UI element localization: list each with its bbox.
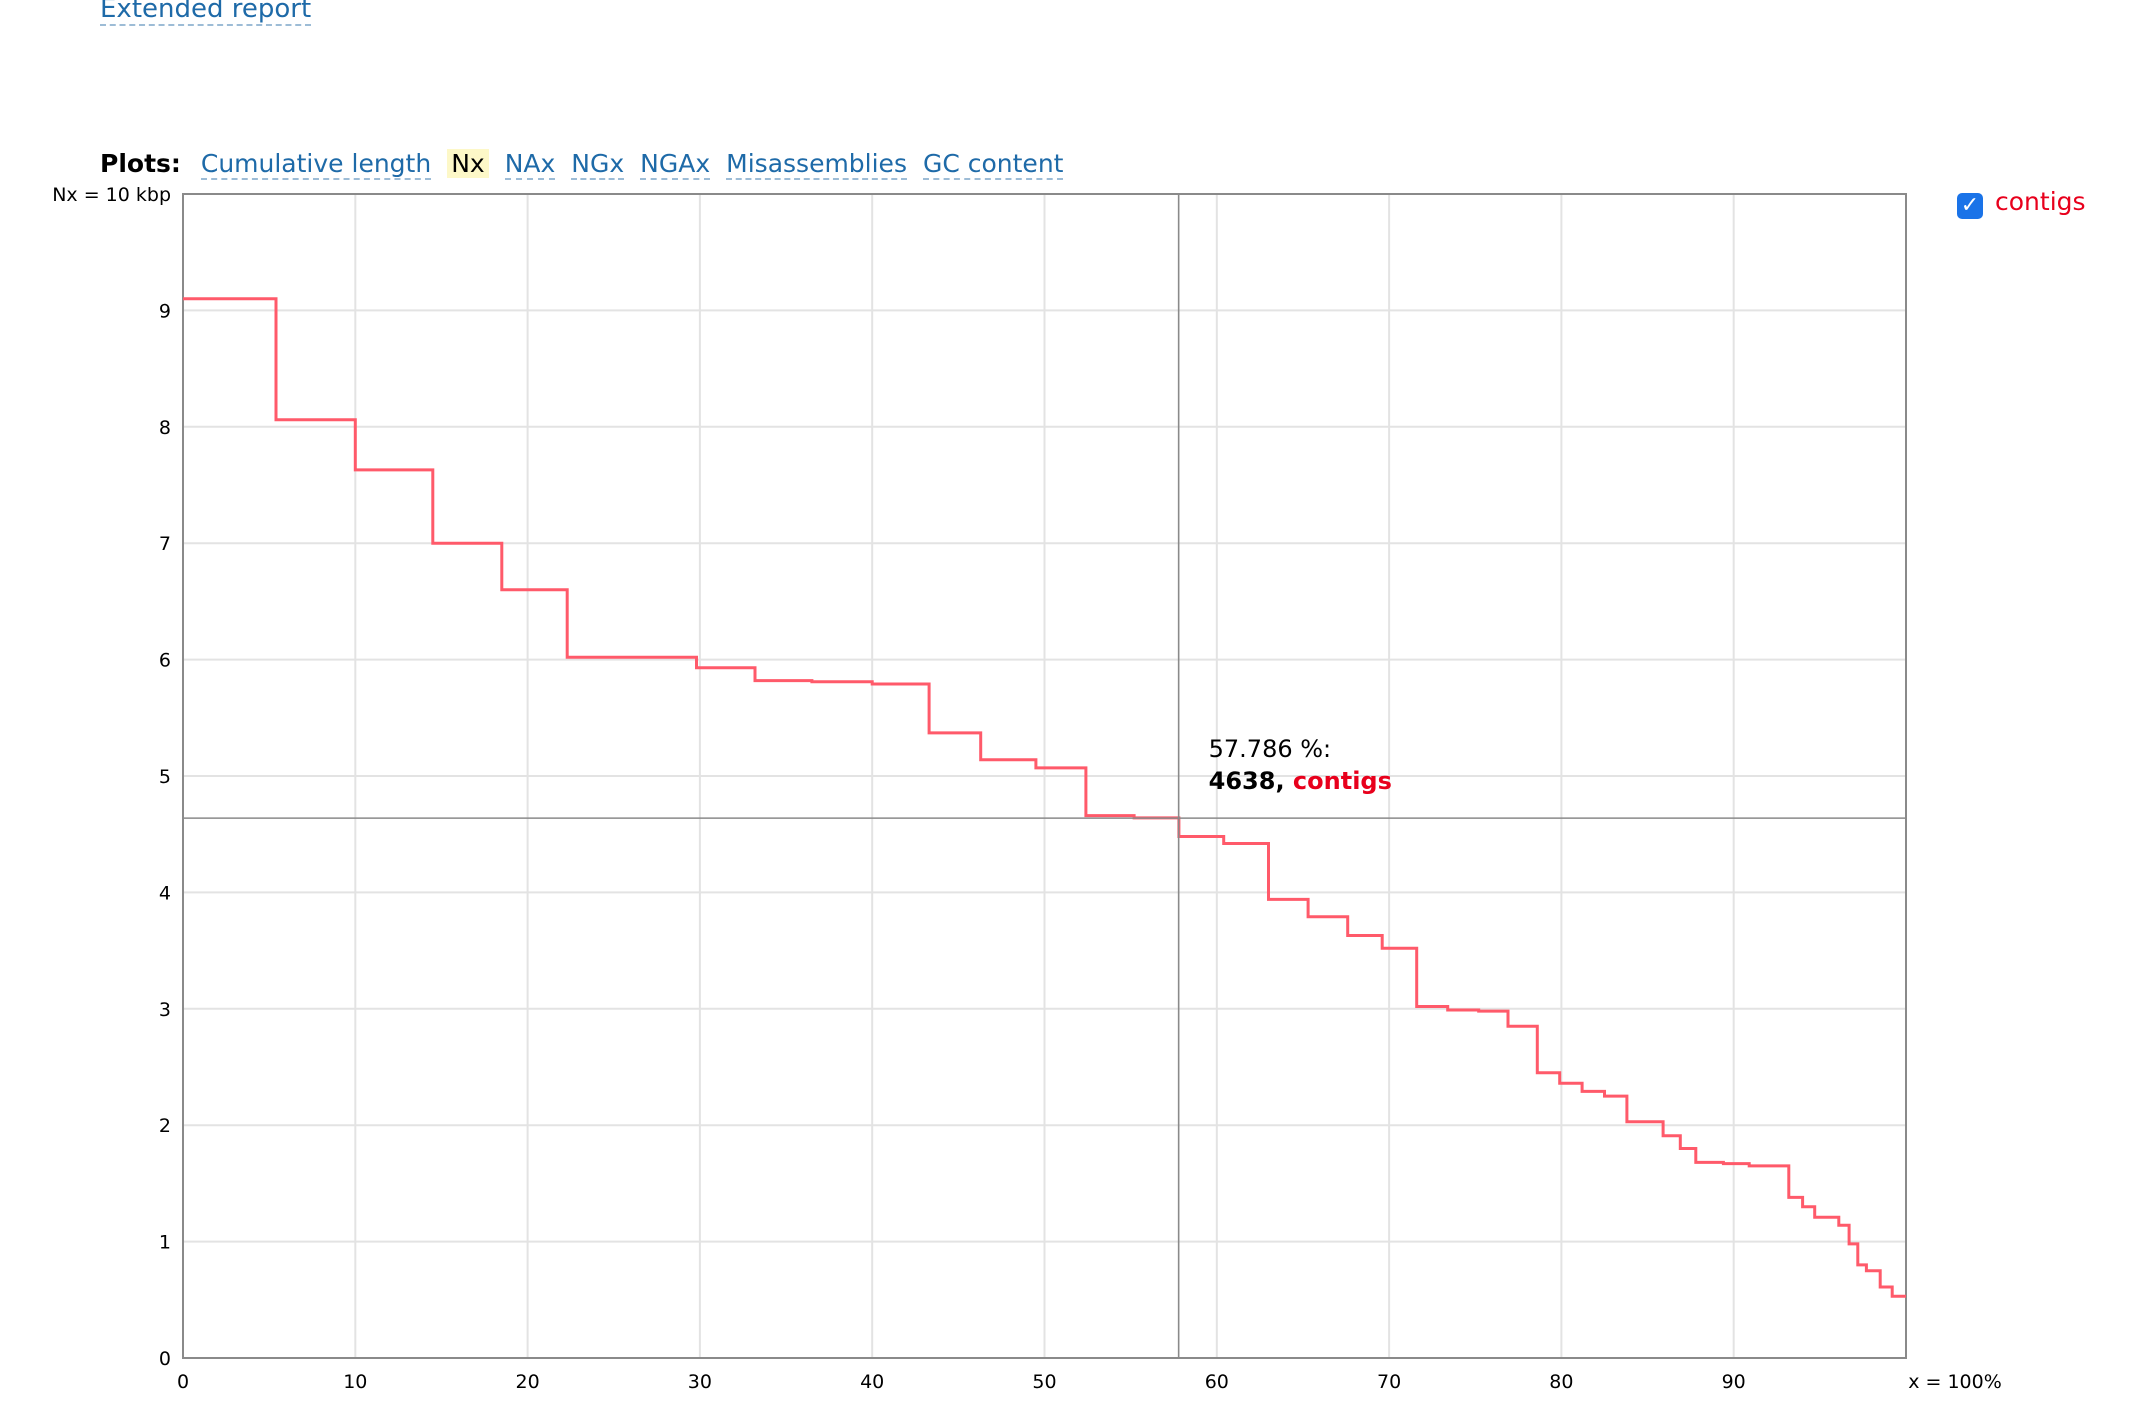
x-tick-label: 80	[1549, 1371, 1573, 1393]
plots-bar: Plots: Cumulative length Nx NAx NGx NGAx Misa…	[100, 147, 1079, 181]
x-tick-label: 0	[177, 1371, 189, 1393]
y-tick-label: 1	[159, 1232, 171, 1254]
y-tick-label: 8	[159, 417, 171, 439]
tooltip-value-number: 4638,	[1209, 767, 1285, 795]
tooltip-series-name: contigs	[1285, 767, 1392, 795]
legend: ✓ contigs	[1957, 185, 2086, 219]
plot-tab-ngax[interactable]: NGAx	[640, 149, 711, 180]
x-tick-label: 50	[1032, 1371, 1056, 1393]
x-tick-label: 40	[860, 1371, 884, 1393]
extended-report-link[interactable]: Extended report	[100, 0, 312, 26]
plot-tab-ngx[interactable]: NGx	[571, 149, 625, 180]
chart-series	[183, 297, 1906, 1298]
plots-label: Plots:	[100, 149, 181, 178]
chart-ticks: 0 10 20 30 40 50 60 70 80 90 0 1 2 3 4 5 6 7 8 9 Nx = 10 kbp…	[52, 184, 2002, 1393]
plot-tab-gc-content[interactable]: GC content	[922, 149, 1064, 180]
chart-tooltip: 57.786 %: 4638, contigs	[1209, 735, 1392, 795]
plot-frame	[182, 193, 1907, 1359]
plot-tab-cumulative-length[interactable]: Cumulative length	[200, 149, 432, 180]
x-tick-label: 90	[1722, 1371, 1746, 1393]
x-tick-label: 20	[516, 1371, 540, 1393]
plot-tabs: Cumulative length Nx NAx NGx NGAx Misassembli…	[200, 149, 1080, 180]
y-tick-label: 9	[159, 300, 171, 322]
chart-grid	[183, 194, 1906, 1358]
y-axis-label: Nx = 10 kbp	[52, 184, 171, 206]
tooltip-value: 4638, contigs	[1209, 767, 1392, 795]
x-tick-label: 10	[343, 1371, 367, 1393]
y-tick-label: 2	[159, 1115, 171, 1137]
plot-tab-nx[interactable]: Nx	[447, 149, 489, 178]
y-tick-label: 4	[159, 882, 171, 904]
plot-tab-misassemblies[interactable]: Misassemblies	[726, 149, 907, 180]
series-line-contigs	[183, 297, 1906, 1298]
plot-tab-nax[interactable]: NAx	[504, 149, 556, 180]
y-tick-label: 7	[159, 533, 171, 555]
y-tick-label: 3	[159, 999, 171, 1021]
y-tick-label: 0	[159, 1348, 171, 1370]
chart-crosshair	[183, 194, 1906, 1358]
x-tick-label: 60	[1205, 1371, 1229, 1393]
x-tick-label: 70	[1377, 1371, 1401, 1393]
contigs-checkbox[interactable]: ✓	[1957, 193, 1983, 219]
legend-label-contigs[interactable]: contigs	[1995, 187, 2086, 216]
x-tick-label: 30	[688, 1371, 712, 1393]
y-tick-label: 6	[159, 650, 171, 672]
chart-axes	[182, 193, 1907, 1359]
y-tick-label: 5	[159, 766, 171, 788]
x-axis-label: x = 100%	[1908, 1371, 2002, 1393]
tooltip-percent: 57.786 %:	[1209, 735, 1332, 763]
